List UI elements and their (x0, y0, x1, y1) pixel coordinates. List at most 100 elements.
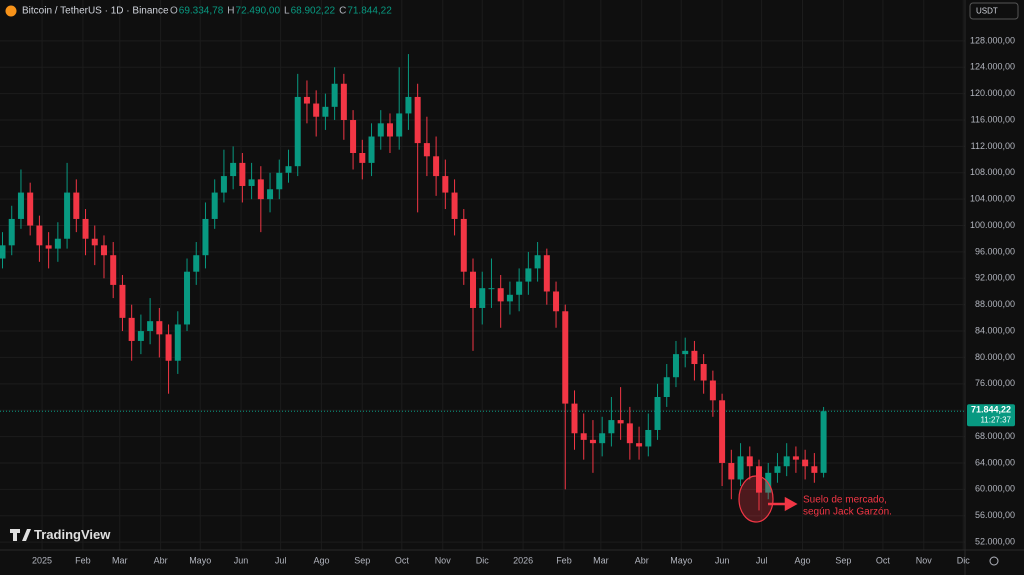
y-tick-label: 120.000,00 (970, 88, 1015, 98)
candle-body (45, 245, 52, 249)
candle-body (128, 317, 135, 341)
x-tick-label: Mar (593, 555, 609, 565)
settings-icon[interactable] (989, 556, 999, 566)
x-tick-label: Nov (435, 555, 452, 565)
candle-body (110, 255, 117, 285)
x-tick-label: Abr (635, 555, 649, 565)
candle-body (248, 179, 255, 186)
candle-body (27, 192, 34, 226)
candle-body (405, 96, 412, 114)
candle-body (756, 466, 763, 493)
candle-body (700, 364, 707, 381)
x-tick-label: Abr (154, 555, 168, 565)
y-tick-label: 108.000,00 (970, 167, 1015, 177)
x-tick-label: Jul (275, 555, 287, 565)
candle-body (276, 172, 283, 190)
candle-body (285, 166, 292, 173)
currency-button[interactable] (969, 2, 1019, 20)
candle-body (497, 288, 504, 302)
candle-body (36, 225, 43, 246)
candle-body (147, 321, 154, 332)
candle-body (396, 113, 403, 137)
candle-body (100, 245, 107, 256)
countdown: 11:27:37 (980, 415, 1011, 424)
y-tick-label: 100.000,00 (970, 220, 1015, 230)
candle-body (506, 294, 513, 302)
candle-body (553, 291, 560, 312)
price-label-box (967, 404, 1015, 427)
candle-body (470, 271, 477, 308)
candle-body (792, 456, 799, 460)
x-tick-label: Feb (75, 555, 91, 565)
candle-body (64, 192, 71, 239)
candle-body (580, 433, 587, 440)
x-tick-label: Jun (715, 555, 730, 565)
x-tick-label: Mayo (189, 555, 211, 565)
candle-body (479, 288, 486, 308)
x-tick-label: Mayo (670, 555, 692, 565)
y-tick-label: 104.000,00 (970, 194, 1015, 204)
annotation-arrow (768, 496, 798, 512)
y-tick-label: 52.000,00 (975, 536, 1015, 546)
candle-body (672, 354, 679, 378)
x-tick-label: Oct (876, 555, 891, 565)
y-tick-label: 124.000,00 (970, 62, 1015, 72)
ohlc-key: L (284, 6, 290, 17)
y-tick-label: 84.000,00 (975, 325, 1015, 335)
ohlc-value: 71.844,22 (347, 6, 392, 17)
candle-body (8, 218, 15, 246)
candle-body (663, 377, 670, 398)
candle-body (626, 423, 633, 444)
candle-body (433, 156, 440, 177)
candle-body (617, 420, 624, 424)
candle-body (193, 255, 200, 272)
annotation-text: según Jack Garzón. (803, 507, 892, 518)
coin-icon (5, 5, 17, 17)
x-tick-label: Dic (957, 555, 970, 565)
candle-body (368, 136, 375, 163)
candle-body (267, 189, 274, 200)
candle-body (82, 218, 89, 239)
candle-body (783, 456, 790, 467)
symbol: Bitcoin / TetherUS · 1D · Binance (22, 6, 169, 17)
candle-body (239, 162, 246, 186)
candle-body (137, 331, 144, 341)
candle-body (294, 96, 301, 167)
axes: 52.000,00 56.000,00 60.000,00 64.000,00 68.0… (32, 35, 1015, 565)
ohlc-value: 68.902,22 (291, 6, 336, 17)
candle-body (654, 397, 661, 430)
candle-body (543, 255, 550, 292)
candle-body (350, 120, 357, 153)
candle-body (451, 192, 458, 219)
candle-body (211, 192, 218, 219)
logo-icon (10, 529, 31, 541)
candle-body (322, 106, 329, 117)
y-tick-label: 92.000,00 (975, 273, 1015, 283)
candle-body (313, 103, 320, 117)
ohlc-key: H (227, 6, 234, 17)
candle-body (0, 245, 6, 259)
candle-body (340, 83, 347, 121)
candle-body (359, 152, 366, 163)
candle-body (331, 83, 338, 107)
candle-body (17, 192, 24, 219)
candle-body (636, 443, 643, 447)
x-tick-label: 2025 (32, 555, 52, 565)
y-tick-label: 112.000,00 (971, 141, 1015, 151)
candle-body (423, 143, 430, 157)
x-tick-label: Mar (112, 555, 128, 565)
candle-body (709, 380, 716, 401)
candle-body (534, 255, 541, 269)
y-tick-label: 96.000,00 (975, 246, 1015, 256)
candle-body (73, 192, 80, 219)
candle-body (54, 238, 61, 249)
candle-body (608, 420, 615, 434)
currency-label[interactable]: USDT (976, 7, 998, 16)
y-tick-label: 56.000,00 (975, 510, 1015, 520)
x-tick-label: Jun (234, 555, 249, 565)
y-tick-label: 88.000,00 (975, 299, 1015, 309)
candle-body (230, 162, 237, 177)
candle-body (746, 456, 753, 467)
